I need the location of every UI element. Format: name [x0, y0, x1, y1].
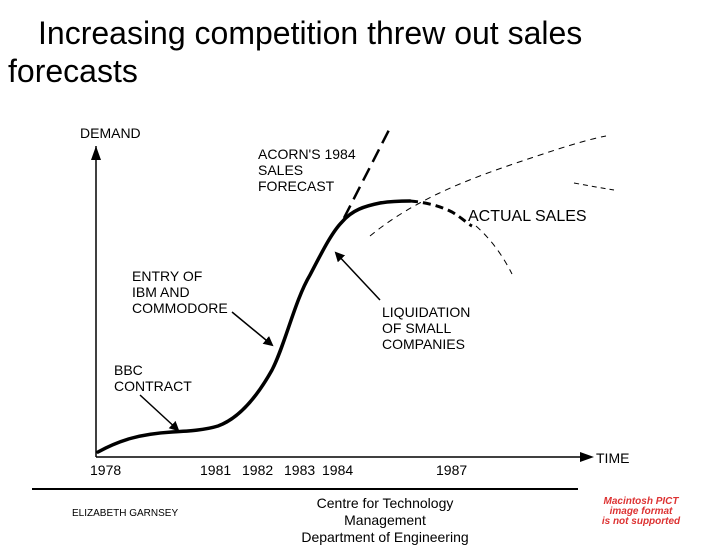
year-1984: 1984 — [322, 462, 354, 478]
institution-line-2: Management — [344, 512, 426, 528]
institution-line-3: Department of Engineering — [301, 529, 469, 545]
projection-lower — [475, 225, 513, 275]
projection-right — [573, 182, 615, 191]
forecast-line — [342, 127, 392, 219]
x-axis-label: TIME — [596, 450, 630, 466]
institution: Centre for Technology Management Departm… — [290, 495, 480, 546]
liquidation-label: LIQUIDATION OF SMALL COMPANIES — [382, 304, 471, 352]
year-1983: 1983 — [284, 462, 316, 478]
unsupported-image-placeholder: Macintosh PICT image format is not suppo… — [584, 497, 698, 527]
slide-title: Increasing competition threw out sales f… — [8, 15, 583, 89]
forecast-label: ACORN'S 1984 SALES FORECAST — [258, 146, 356, 194]
bbc-contract-label: BBC CONTRACT — [114, 362, 192, 394]
year-1987: 1987 — [436, 462, 468, 478]
year-1978: 1978 — [90, 462, 122, 478]
year-1981: 1981 — [200, 462, 232, 478]
x-axis-arrowhead — [580, 452, 594, 462]
liquidation-arrow — [334, 251, 381, 301]
author-name: ELIZABETH GARNSEY — [72, 508, 179, 519]
y-axis-label: DEMAND — [80, 125, 141, 141]
ibm-commodore-label: ENTRY OF IBM AND COMMODORE — [132, 268, 228, 316]
actual-sales-dashed — [409, 199, 473, 228]
year-1982: 1982 — [242, 462, 274, 478]
footer-rule — [32, 488, 578, 490]
placeholder-line-2: image format — [609, 506, 673, 517]
ibm-arrow — [231, 311, 274, 347]
bbc-arrow — [139, 394, 180, 432]
actual-sales-curve — [96, 199, 412, 454]
institution-line-1: Centre for Technology — [316, 495, 454, 511]
projection-upper — [369, 135, 607, 237]
y-axis-arrowhead — [91, 146, 101, 160]
placeholder-line-3: is not supported — [601, 516, 681, 527]
placeholder-line-1: Macintosh PICT — [603, 496, 679, 507]
actual-sales-label: ACTUAL SALES — [468, 208, 587, 225]
